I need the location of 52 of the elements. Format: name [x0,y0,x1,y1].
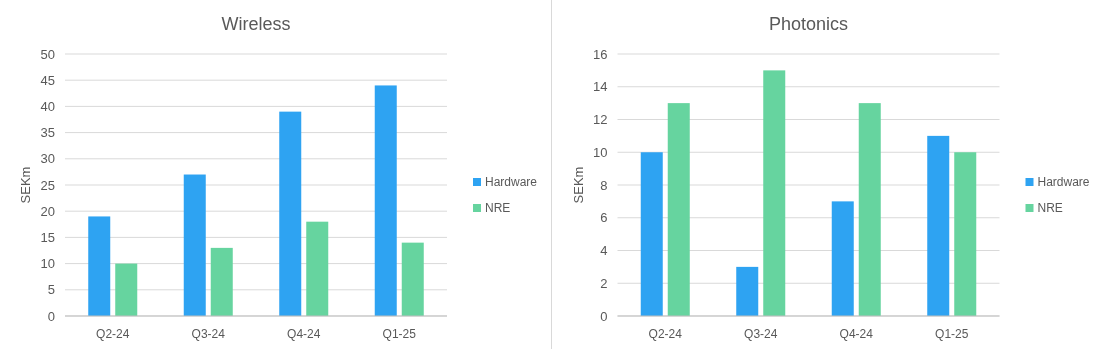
y-tick-label: 0 [600,308,608,324]
bar [927,135,950,316]
bar [640,152,663,316]
x-tick-label: Q1-25 [935,327,969,341]
y-tick-label: 6 [600,210,608,226]
bar [831,201,854,316]
y-axis-title: SEKm [18,166,33,204]
bar [763,70,786,316]
y-tick-label: 14 [593,79,608,95]
y-tick-label: 10 [593,144,608,160]
bar [954,152,977,316]
y-tick-label: 50 [40,46,55,62]
y-tick-label: 16 [593,46,608,62]
legend-label: Hardware [485,175,538,190]
bar [306,221,329,316]
x-tick-label: Q2-24 [96,327,130,341]
y-axis-title: SEKm [570,166,586,204]
bar [736,266,759,316]
x-tick-label: Q2-24 [648,327,683,341]
x-tick-label: Q3-24 [191,327,226,341]
y-tick-label: 15 [40,229,55,245]
bar [667,103,690,316]
y-tick-label: 40 [40,98,55,114]
y-tick-label: 2 [600,275,608,291]
x-tick-label: Q3-24 [744,327,778,341]
y-tick-label: 12 [593,112,608,128]
bar [858,103,881,316]
legend-label: NRE [1037,201,1063,216]
legend-label: Hardware [1037,175,1090,190]
bar [401,242,424,316]
bar [88,216,111,316]
bar [374,85,397,316]
y-tick-label: 0 [47,308,55,324]
y-tick-label: 10 [40,256,55,272]
bar [279,111,302,316]
x-tick-label: Q1-25 [382,327,417,341]
y-tick-label: 45 [40,72,55,88]
y-tick-label: 25 [40,177,55,193]
bar [210,247,233,316]
y-tick-label: 5 [47,282,55,298]
x-tick-label: Q4-24 [287,327,321,341]
y-tick-label: 8 [600,177,608,193]
y-tick-label: 30 [40,151,55,167]
bar [115,263,138,316]
y-tick-label: 35 [40,125,55,141]
x-tick-label: Q4-24 [839,327,874,341]
chart-title: Photonics [768,14,849,34]
y-tick-label: 4 [600,243,608,259]
legend-label: NRE [485,201,511,216]
bar [183,174,206,316]
chart-title: Wireless [221,14,291,34]
y-tick-label: 20 [40,203,55,219]
